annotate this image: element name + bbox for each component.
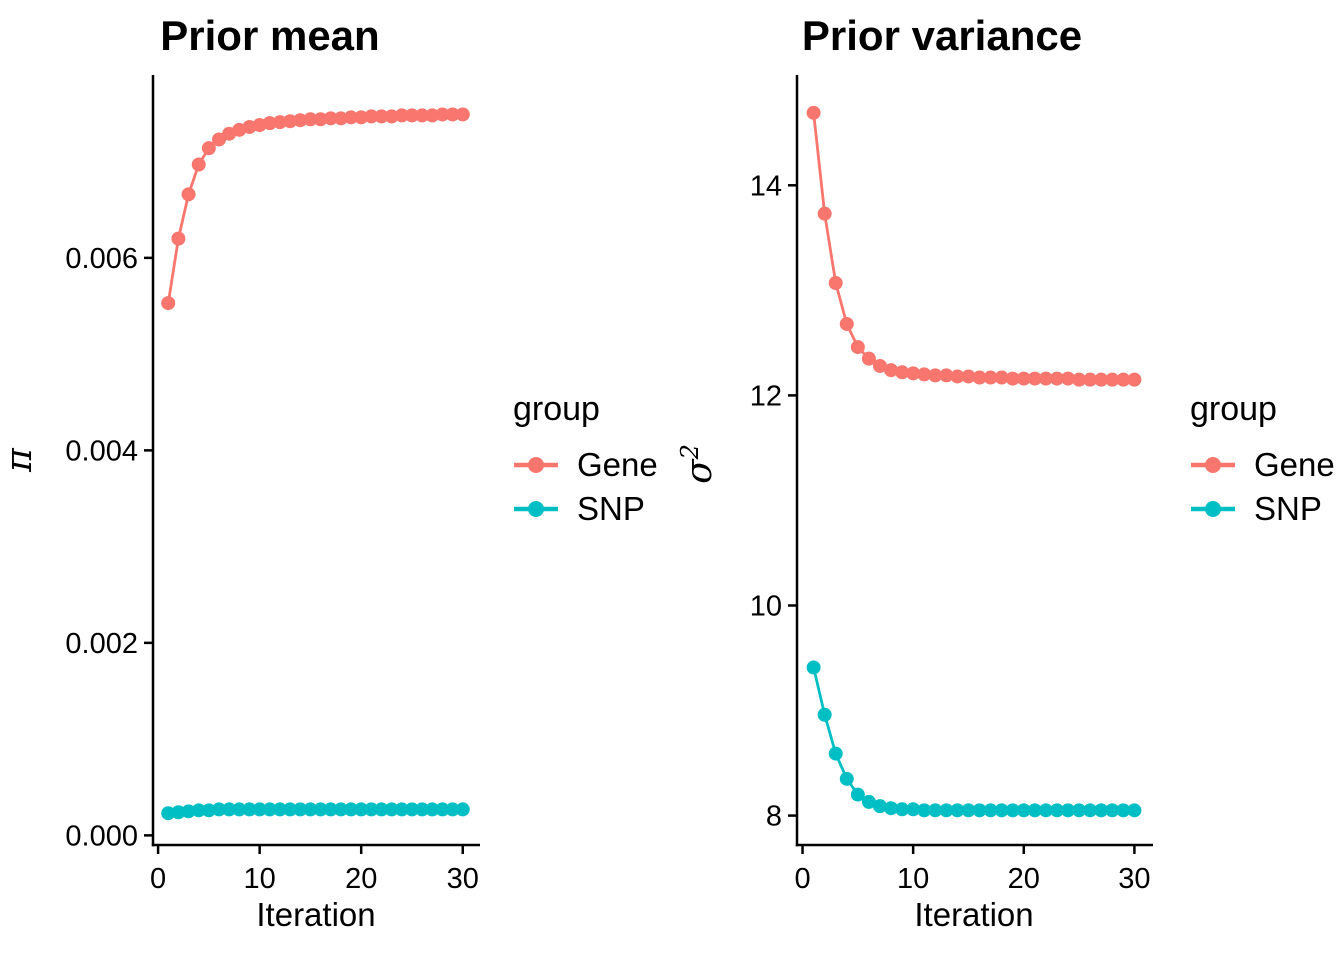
svg-text:30: 30 xyxy=(1118,863,1150,895)
figure-prior-variance: Prior variance 0 10 20 30 8 10 12 14 σ2 Iterati… xyxy=(672,0,1344,960)
legend: group Gene SNP xyxy=(1190,390,1335,531)
svg-text:30: 30 xyxy=(447,863,479,895)
svg-text:14: 14 xyxy=(750,170,782,202)
y-axis-label-sigma-squared: σ2 xyxy=(675,444,720,484)
svg-text:8: 8 xyxy=(766,801,782,833)
svg-text:20: 20 xyxy=(345,863,377,895)
svg-text:0.004: 0.004 xyxy=(65,435,138,467)
svg-text:0.000: 0.000 xyxy=(65,820,138,852)
svg-text:0: 0 xyxy=(150,863,166,895)
legend-label: Gene xyxy=(1254,446,1335,483)
legend-label: Gene xyxy=(577,446,658,483)
legend-item-gene: Gene xyxy=(513,443,658,487)
y-axis-label-pi: π xyxy=(0,448,40,472)
figure-title: Prior variance xyxy=(801,12,1083,59)
x-axis-label: Iteration xyxy=(914,896,1034,933)
svg-text:0: 0 xyxy=(794,863,810,895)
x-axis-label: Iteration xyxy=(256,896,376,933)
figure-title: Prior mean xyxy=(160,12,380,59)
svg-text:12: 12 xyxy=(750,380,782,412)
svg-text:0.002: 0.002 xyxy=(65,628,138,660)
gene-key-icon xyxy=(514,457,558,473)
plot-area: 0 10 20 30 0.000 0.002 0.004 0.006 xyxy=(65,75,480,895)
svg-text:10: 10 xyxy=(750,590,782,622)
legend-label: SNP xyxy=(1254,490,1322,527)
legend-item-gene: Gene xyxy=(1190,443,1335,487)
legend-title: group xyxy=(513,390,600,428)
snp-key-icon xyxy=(1191,501,1235,517)
gene-key-icon xyxy=(1191,457,1235,473)
legend-item-snp: SNP xyxy=(513,487,658,531)
svg-text:20: 20 xyxy=(1008,863,1040,895)
legend-title: group xyxy=(1190,390,1277,428)
svg-text:10: 10 xyxy=(244,863,276,895)
plot-area: 0 10 20 30 8 10 12 14 xyxy=(750,75,1153,895)
snp-key-icon xyxy=(514,501,558,517)
svg-text:10: 10 xyxy=(897,863,929,895)
legend: group Gene SNP xyxy=(513,390,658,531)
legend-item-snp: SNP xyxy=(1190,487,1335,531)
figure-prior-mean: Prior mean 0 10 20 30 0.000 0.002 0.004 0.006 π… xyxy=(0,12,658,933)
svg-text:0.006: 0.006 xyxy=(65,243,138,275)
legend-label: SNP xyxy=(577,490,645,527)
